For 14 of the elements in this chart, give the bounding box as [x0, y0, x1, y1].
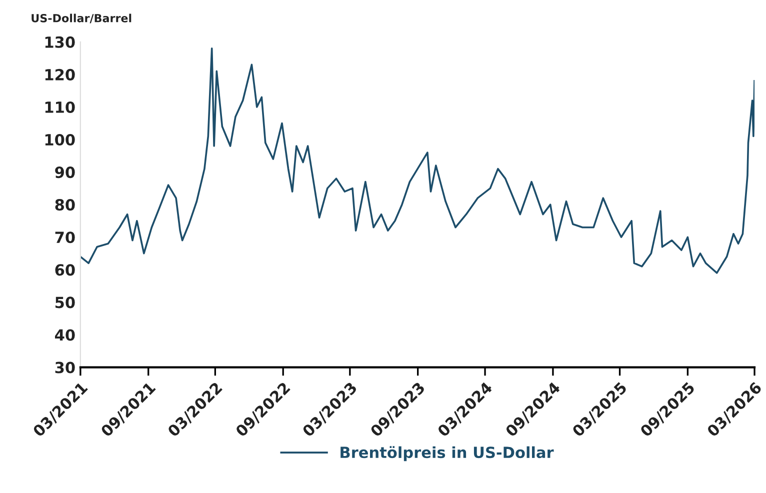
- line-series: [80, 48, 755, 274]
- y-tick-label: 30: [55, 362, 75, 374]
- y-tick-label: 60: [55, 264, 75, 276]
- y-tick-label: 110: [45, 101, 75, 114]
- y-axis-title: US-Dollar/Barrel: [32, 14, 132, 24]
- y-tick-label: 70: [55, 232, 75, 244]
- y-tick-label: 40: [54, 329, 75, 341]
- y-tick-label: 50: [55, 296, 75, 308]
- y-tick-label: 90: [55, 166, 75, 178]
- y-tick-label: 100: [45, 134, 75, 146]
- y-tick-label: 120: [45, 68, 75, 80]
- y-tick-label: 130: [45, 36, 75, 48]
- legend-label: Brentölpreis in US-Dollar: [340, 446, 554, 462]
- y-tick-label: 80: [55, 199, 75, 211]
